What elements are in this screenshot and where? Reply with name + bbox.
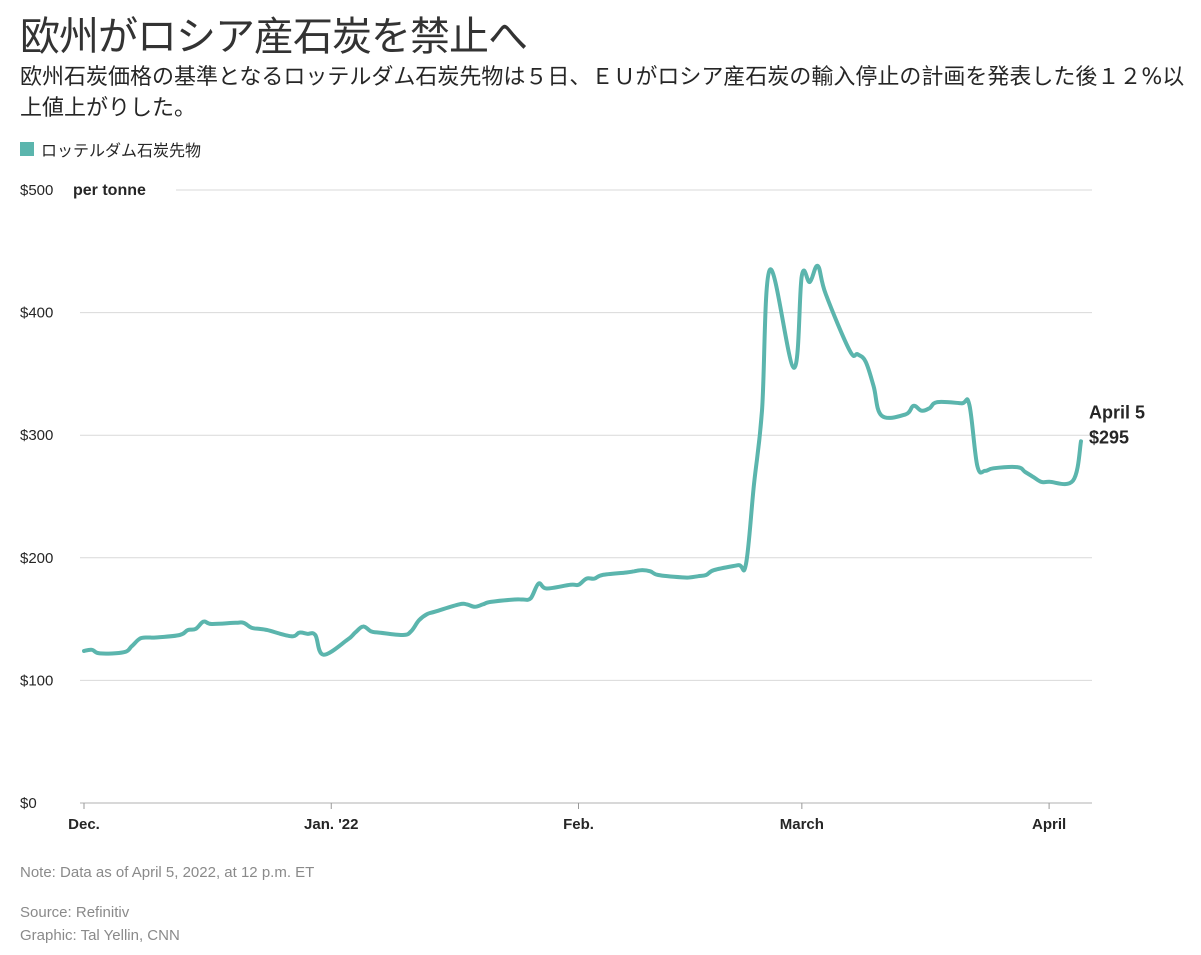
y-tick-label: $200	[20, 550, 53, 567]
y-tick-label: $0	[20, 795, 37, 812]
note-text: Note: Data as of April 5, 2022, at 12 p.…	[20, 864, 315, 881]
x-tick-label: April	[1032, 816, 1066, 833]
x-tick-label: Jan. '22	[304, 816, 358, 833]
line-chart: $0 $100 $200 $300 $400 $500 per tonne Dec. Jan. …	[20, 182, 1145, 833]
annotation-date: April 5	[1089, 402, 1145, 422]
chart-title: 欧州がロシア産石炭を禁止へ	[20, 14, 528, 60]
y-tick-label: $400	[20, 305, 53, 322]
legend-label: ロッテルダム石炭先物	[41, 141, 202, 160]
annotation-value: $295	[1089, 427, 1129, 447]
legend-swatch	[20, 142, 34, 156]
series-line	[82, 263, 1083, 657]
x-tick-label: Feb.	[563, 816, 594, 833]
x-tick-label: March	[780, 816, 824, 833]
legend: ロッテルダム石炭先物	[20, 137, 201, 161]
y-tick-label: $300	[20, 427, 53, 444]
y-tick-label: $100	[20, 672, 53, 689]
credit-text: Graphic: Tal Yellin, CNN	[20, 927, 180, 944]
source-text: Source: Refinitiv	[20, 904, 130, 921]
y-axis-unit-label: per tonne	[73, 182, 146, 199]
x-tick-label: Dec.	[68, 816, 100, 833]
chart-subtitle: 欧州石炭価格の基準となるロッテルダム石炭先物は５日、ＥＵがロシア産石炭の輸入停止…	[20, 65, 1185, 121]
y-tick-label: $500	[20, 182, 53, 199]
